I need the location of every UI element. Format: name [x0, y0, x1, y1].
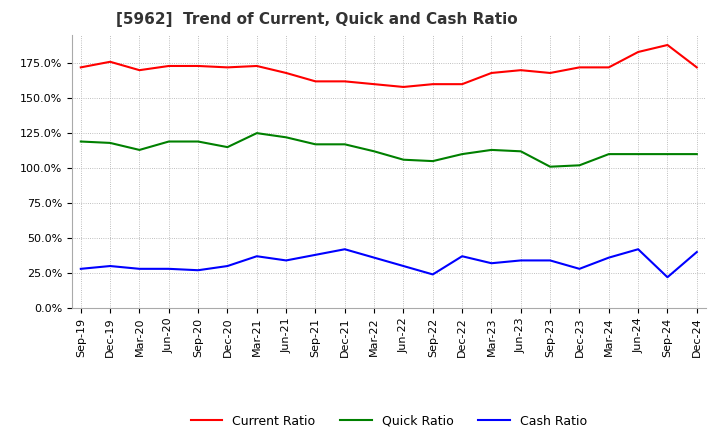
Quick Ratio	[135, 147, 144, 153]
Current Ratio	[605, 65, 613, 70]
Current Ratio	[76, 65, 85, 70]
Cash Ratio	[164, 266, 173, 271]
Cash Ratio	[487, 260, 496, 266]
Current Ratio	[458, 81, 467, 87]
Current Ratio	[253, 63, 261, 69]
Current Ratio	[341, 79, 349, 84]
Legend: Current Ratio, Quick Ratio, Cash Ratio: Current Ratio, Quick Ratio, Cash Ratio	[186, 410, 592, 433]
Quick Ratio	[311, 142, 320, 147]
Current Ratio	[399, 84, 408, 90]
Quick Ratio	[399, 157, 408, 162]
Cash Ratio	[428, 272, 437, 277]
Line: Current Ratio: Current Ratio	[81, 45, 697, 87]
Cash Ratio	[76, 266, 85, 271]
Cash Ratio	[135, 266, 144, 271]
Current Ratio	[634, 49, 642, 55]
Line: Quick Ratio: Quick Ratio	[81, 133, 697, 167]
Quick Ratio	[370, 149, 379, 154]
Cash Ratio	[399, 264, 408, 269]
Quick Ratio	[663, 151, 672, 157]
Current Ratio	[516, 67, 525, 73]
Cash Ratio	[693, 249, 701, 255]
Quick Ratio	[164, 139, 173, 144]
Current Ratio	[135, 67, 144, 73]
Quick Ratio	[516, 149, 525, 154]
Quick Ratio	[194, 139, 202, 144]
Current Ratio	[311, 79, 320, 84]
Cash Ratio	[605, 255, 613, 260]
Text: [5962]  Trend of Current, Quick and Cash Ratio: [5962] Trend of Current, Quick and Cash …	[117, 12, 518, 27]
Quick Ratio	[223, 144, 232, 150]
Cash Ratio	[370, 255, 379, 260]
Cash Ratio	[282, 258, 290, 263]
Quick Ratio	[487, 147, 496, 153]
Current Ratio	[428, 81, 437, 87]
Quick Ratio	[253, 131, 261, 136]
Cash Ratio	[194, 268, 202, 273]
Cash Ratio	[575, 266, 584, 271]
Quick Ratio	[76, 139, 85, 144]
Current Ratio	[164, 63, 173, 69]
Quick Ratio	[575, 163, 584, 168]
Quick Ratio	[341, 142, 349, 147]
Quick Ratio	[282, 135, 290, 140]
Quick Ratio	[458, 151, 467, 157]
Current Ratio	[370, 81, 379, 87]
Cash Ratio	[663, 275, 672, 280]
Cash Ratio	[223, 264, 232, 269]
Current Ratio	[546, 70, 554, 76]
Current Ratio	[194, 63, 202, 69]
Cash Ratio	[516, 258, 525, 263]
Quick Ratio	[546, 164, 554, 169]
Quick Ratio	[428, 158, 437, 164]
Current Ratio	[282, 70, 290, 76]
Current Ratio	[693, 65, 701, 70]
Cash Ratio	[458, 253, 467, 259]
Cash Ratio	[311, 252, 320, 257]
Cash Ratio	[253, 253, 261, 259]
Quick Ratio	[106, 140, 114, 146]
Quick Ratio	[693, 151, 701, 157]
Cash Ratio	[341, 246, 349, 252]
Cash Ratio	[546, 258, 554, 263]
Cash Ratio	[634, 246, 642, 252]
Quick Ratio	[605, 151, 613, 157]
Current Ratio	[575, 65, 584, 70]
Current Ratio	[663, 42, 672, 48]
Current Ratio	[487, 70, 496, 76]
Cash Ratio	[106, 264, 114, 269]
Current Ratio	[223, 65, 232, 70]
Line: Cash Ratio: Cash Ratio	[81, 249, 697, 277]
Quick Ratio	[634, 151, 642, 157]
Current Ratio	[106, 59, 114, 64]
